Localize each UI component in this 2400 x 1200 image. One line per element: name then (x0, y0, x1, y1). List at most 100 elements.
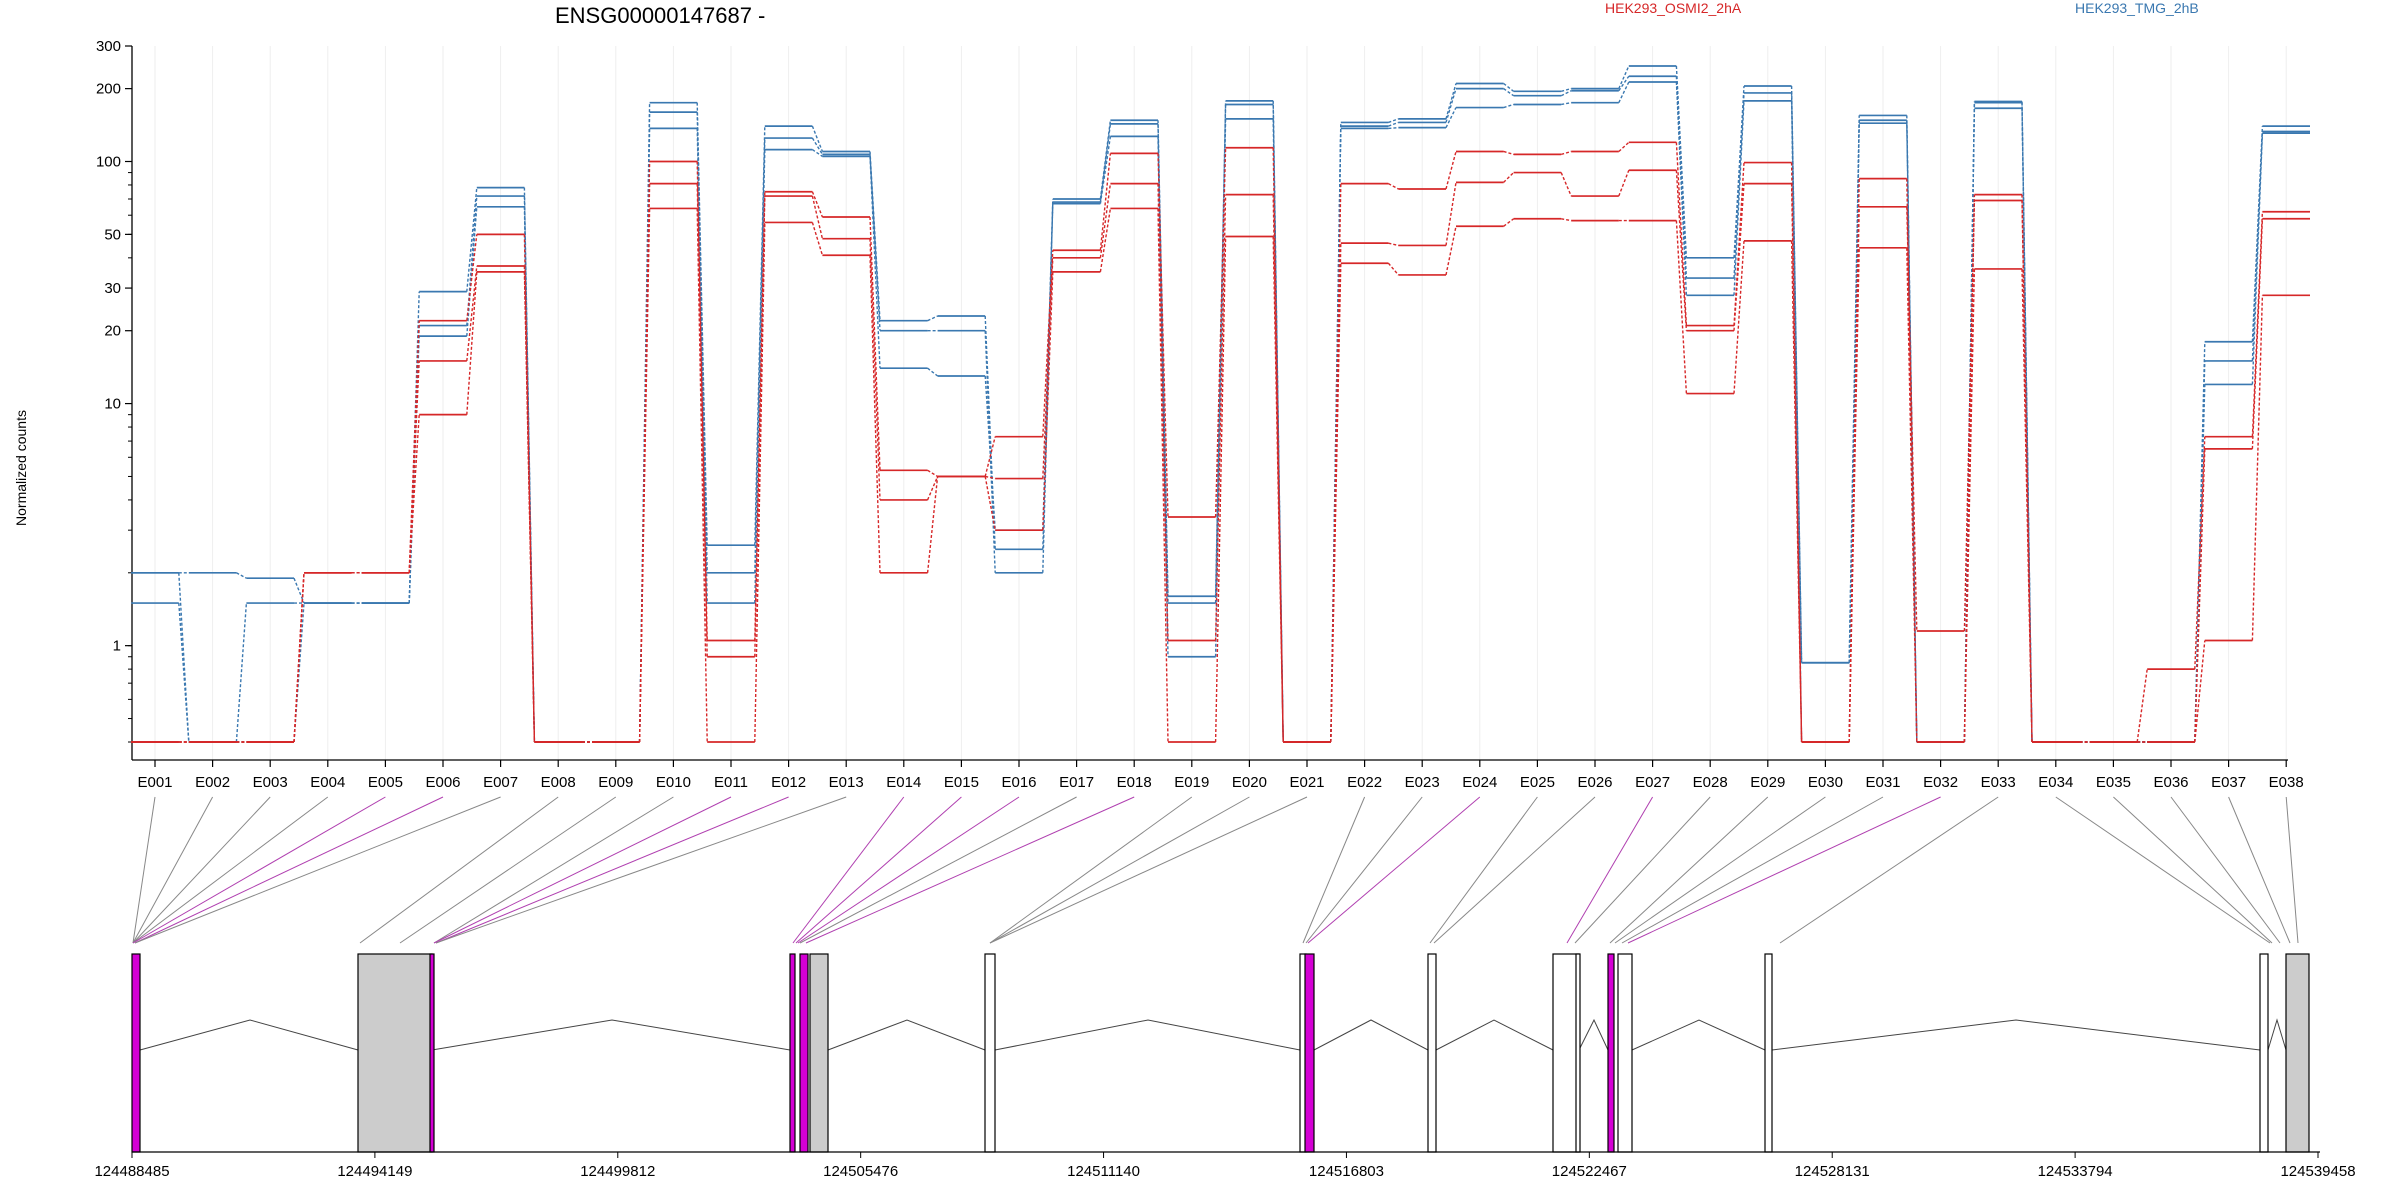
series-connector (1618, 75, 1630, 92)
intron-line (139, 1019, 359, 1051)
series-connector (1042, 271, 1054, 531)
series-connector (926, 476, 939, 501)
x-tick-label: E024 (1462, 774, 1497, 791)
exon-box (799, 953, 809, 1153)
x-tick-label: E026 (1577, 774, 1612, 791)
series-connector (811, 125, 824, 152)
grid-layer (154, 46, 2287, 760)
series-connector (1445, 182, 1457, 246)
series-connector (1445, 151, 1457, 190)
series-connector (1561, 101, 1572, 106)
series-connector (1042, 203, 1054, 531)
x-tick-label: E004 (310, 774, 345, 791)
x-tick-label: E036 (2153, 774, 2188, 791)
x-tick-label: E029 (1750, 774, 1785, 791)
genomic-tick-label: 124488485 (94, 1163, 169, 1180)
series-connector (1445, 83, 1457, 120)
genomic-tick-label: 124505476 (823, 1163, 898, 1180)
series-connector (984, 375, 996, 531)
series-connector (754, 196, 766, 657)
series-connector (1963, 200, 1976, 631)
x-tick-label: E035 (2096, 774, 2131, 791)
series-connector (1675, 170, 1688, 331)
exon-connector (132, 796, 156, 944)
chart-title: ENSG00000147687 - (555, 3, 765, 28)
exon-box (809, 953, 829, 1153)
series-layer (131, 65, 2310, 743)
series-connector (1790, 183, 1803, 743)
genomic-tick-label: 124522467 (1552, 1163, 1627, 1180)
series-connector (1618, 170, 1630, 197)
exon-connector (2113, 796, 2273, 944)
series-connector (2251, 295, 2264, 641)
x-tick-label: E006 (425, 774, 460, 791)
y-tick-label: 1 (113, 638, 121, 655)
x-tick-label: E018 (1117, 774, 1152, 791)
exon-connector (2170, 796, 2281, 944)
intron-line (431, 1019, 791, 1051)
series-connector (696, 128, 708, 604)
x-tick-label: E019 (1174, 774, 1209, 791)
x-tick-label: E025 (1520, 774, 1555, 791)
series-connector (1445, 226, 1457, 276)
series-connector (1042, 257, 1054, 479)
legend-entry-osmi: HEK293_OSMI2_2hA (1605, 0, 1742, 16)
x-tick-label: E031 (1865, 774, 1900, 791)
exon-connector (1302, 796, 1366, 944)
genomic-tick-label: 124511140 (1067, 1163, 1140, 1180)
series-connector (926, 476, 939, 573)
series-connector (1157, 153, 1169, 518)
y-tick-label: 30 (104, 280, 121, 297)
series-connector (927, 315, 938, 322)
intron-line (2267, 1018, 2287, 1051)
exon-connector (433, 796, 732, 944)
series-connector (466, 206, 478, 337)
exon-connector (1614, 796, 1826, 944)
x-tick-label: E037 (2211, 774, 2246, 791)
series-connector (869, 151, 881, 321)
x-tick-label: E014 (886, 774, 921, 791)
series-connector (1561, 218, 1572, 222)
exon-box (984, 953, 996, 1153)
series-connector (1503, 150, 1514, 156)
series-2 (131, 81, 2310, 743)
series-connector (293, 572, 305, 743)
series-connector (1099, 153, 1112, 251)
x-tick-label: E033 (1981, 774, 2016, 791)
exon-connector (799, 796, 1077, 944)
series-connector (2251, 211, 2264, 437)
x-tick-label: E003 (253, 774, 288, 791)
series-5 (131, 207, 2310, 743)
series-connector (466, 271, 478, 415)
series-connector (1906, 178, 1918, 743)
series-connector (1963, 268, 1976, 743)
exon-connector (399, 796, 617, 944)
exon-box (2259, 953, 2269, 1153)
series-connector (2194, 436, 2206, 670)
series-connector (1388, 242, 1399, 247)
intron-line (1313, 1019, 1429, 1051)
exon-box (357, 953, 433, 1153)
series-connector (869, 238, 881, 500)
series-connector (1157, 208, 1169, 743)
exon-connector (989, 796, 1250, 944)
series-connector (1618, 65, 1630, 89)
series-connector (1157, 183, 1169, 641)
y-tick-label: 200 (96, 81, 121, 98)
exon-box (131, 953, 141, 1153)
exon-box (2285, 953, 2310, 1153)
series-connector (1388, 126, 1399, 130)
series-connector (1387, 262, 1399, 276)
exon-connector (797, 796, 1020, 944)
series-connector (811, 195, 824, 239)
x-tick-label: E001 (137, 774, 172, 791)
y-axis-label: Normalized counts (13, 410, 29, 526)
exon-box (1607, 953, 1615, 1153)
exon-connector (134, 796, 501, 944)
x-tick-label: E015 (944, 774, 979, 791)
exon-connector (989, 796, 1308, 944)
series-connector (1099, 208, 1112, 272)
series-connector (2021, 108, 2033, 743)
series-connector (1618, 81, 1630, 103)
exon-connector (1429, 796, 1538, 944)
